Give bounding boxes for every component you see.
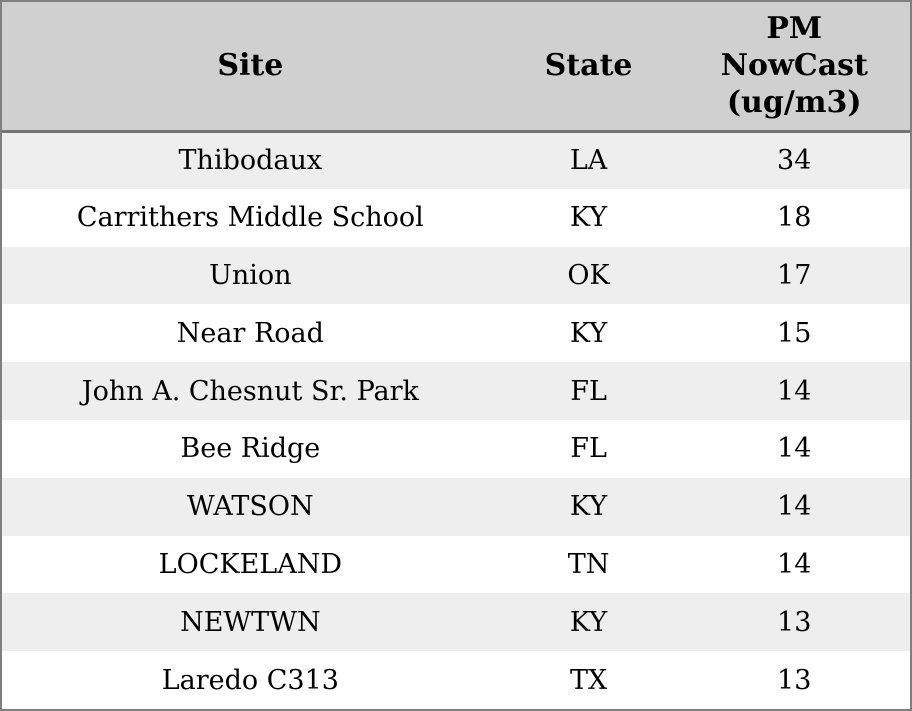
table-row: LOCKELAND TN 14 [2, 535, 910, 594]
site-cell: Union [2, 246, 499, 305]
table-row: NEWTWN KY 13 [2, 593, 910, 652]
pm-nowcast-cell: 14 [678, 477, 910, 536]
column-header-pm-nowcast: PM NowCast (ug/m3) [678, 2, 910, 133]
site-cell: Laredo C313 [2, 651, 499, 709]
table-row: WATSON KY 14 [2, 477, 910, 536]
column-header-state: State [498, 2, 679, 133]
header-row: Site State PM NowCast (ug/m3) [2, 2, 910, 133]
state-cell: TN [498, 535, 679, 594]
pm-header-line-2: NowCast [720, 48, 868, 84]
pm-nowcast-cell: 14 [678, 362, 910, 420]
column-header-state-label: State [544, 48, 633, 84]
site-cell: Near Road [2, 304, 499, 363]
site-cell: WATSON [2, 477, 499, 536]
state-cell: LA [498, 131, 679, 189]
pm-nowcast-cell: 34 [678, 131, 910, 189]
table-row: John A. Chesnut Sr. Park FL 14 [2, 362, 910, 420]
pm-header-line-1: PM [766, 10, 823, 46]
table-row: Union OK 17 [2, 246, 910, 305]
table-row: Thibodaux LA 34 [2, 131, 910, 189]
column-header-site: Site [2, 2, 499, 133]
table-row: Near Road KY 15 [2, 304, 910, 363]
pm-nowcast-cell: 13 [678, 651, 910, 709]
state-cell: KY [498, 304, 679, 363]
table-row: Carrithers Middle School KY 18 [2, 188, 910, 247]
state-cell: KY [498, 188, 679, 247]
pm-nowcast-cell: 14 [678, 419, 910, 478]
site-cell: Carrithers Middle School [2, 188, 499, 247]
pm-nowcast-cell: 15 [678, 304, 910, 363]
site-cell: John A. Chesnut Sr. Park [2, 362, 499, 420]
pm-nowcast-cell: 14 [678, 535, 910, 594]
site-cell: Bee Ridge [2, 419, 499, 478]
site-cell: Thibodaux [2, 131, 499, 189]
state-cell: TX [498, 651, 679, 709]
table-row: Bee Ridge FL 14 [2, 419, 910, 478]
column-header-pm-nowcast-label: PM NowCast (ug/m3) [678, 10, 910, 122]
state-cell: FL [498, 362, 679, 420]
table-row: Laredo C313 TX 13 [2, 651, 910, 709]
state-cell: OK [498, 246, 679, 305]
pm-header-line-3: (ug/m3) [726, 85, 862, 121]
pm-nowcast-cell: 18 [678, 188, 910, 247]
state-cell: FL [498, 419, 679, 478]
site-cell: LOCKELAND [2, 535, 499, 594]
state-cell: KY [498, 593, 679, 652]
pm-nowcast-cell: 13 [678, 593, 910, 652]
site-cell: NEWTWN [2, 593, 499, 652]
pm-nowcast-cell: 17 [678, 246, 910, 305]
state-cell: KY [498, 477, 679, 536]
column-header-site-label: Site [217, 48, 284, 84]
